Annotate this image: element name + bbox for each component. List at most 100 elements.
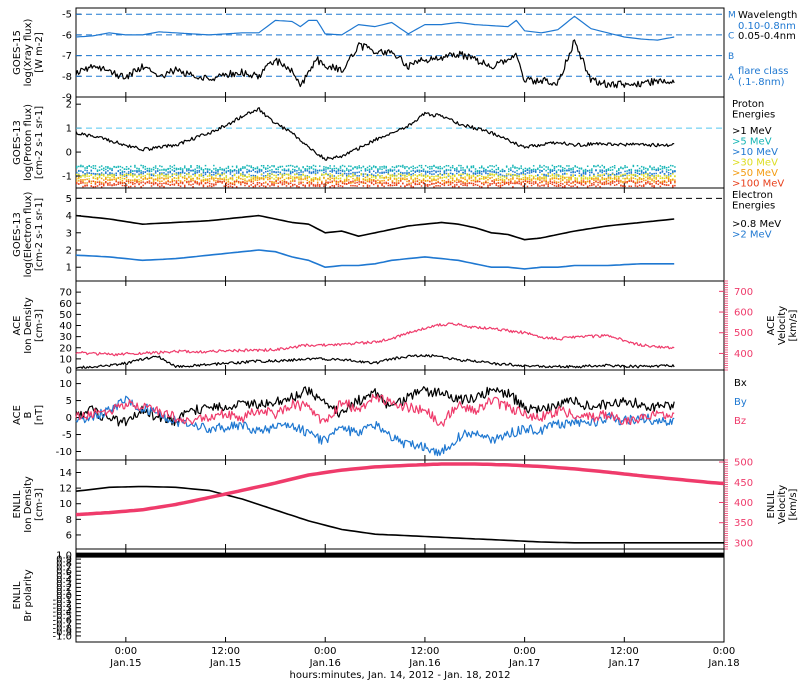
proton-dot — [277, 179, 279, 181]
proton-dot — [580, 173, 583, 176]
proton-dot — [132, 170, 134, 173]
proton-dot — [175, 167, 178, 170]
proton-dot — [265, 181, 267, 183]
proton-dot — [487, 170, 489, 172]
proton-dot — [458, 179, 460, 181]
proton-dot — [192, 169, 194, 172]
proton-dot — [262, 175, 265, 177]
proton-dot — [599, 182, 601, 184]
proton-dot — [503, 183, 506, 186]
proton-dot — [350, 165, 352, 168]
proton-dot — [466, 174, 468, 177]
proton-dot — [341, 173, 344, 175]
proton-dot — [539, 179, 541, 182]
proton-dot — [119, 173, 122, 175]
proton-dot — [402, 172, 404, 174]
proton-dot — [595, 185, 597, 188]
proton-dot — [337, 185, 340, 187]
proton-dot — [352, 173, 354, 175]
proton-dot — [258, 177, 261, 179]
proton-dot — [109, 177, 111, 179]
proton-dot — [420, 170, 423, 172]
proton-dot — [476, 179, 479, 182]
proton-dot — [562, 183, 564, 185]
proton-dot — [292, 168, 294, 171]
proton-dot — [537, 183, 539, 185]
proton-dot — [582, 170, 585, 172]
proton-dot — [406, 175, 408, 178]
proton-dot — [437, 166, 439, 168]
proton-dot — [624, 173, 626, 175]
proton-dot — [184, 185, 186, 188]
proton-dot — [495, 173, 498, 176]
proton-dot — [622, 181, 624, 184]
flare-class-label: A — [728, 73, 735, 83]
proton-dot — [215, 174, 217, 177]
proton-dot — [190, 165, 192, 167]
proton-dot — [319, 178, 321, 180]
proton-dot — [522, 178, 525, 181]
proton-dot — [76, 182, 78, 184]
proton-dot — [327, 166, 329, 169]
proton-dot — [337, 177, 340, 180]
proton-dot — [256, 177, 259, 179]
proton-dot — [591, 171, 593, 174]
x-axis-title: hours:minutes, Jan. 14, 2012 - Jan. 18, … — [290, 670, 511, 680]
proton-dot — [130, 185, 132, 188]
proton-dot — [493, 175, 495, 177]
proton-dot — [225, 182, 228, 185]
proton-dot — [343, 183, 346, 185]
right-axis-label-line: Velocity — [777, 306, 788, 345]
proton-dot — [171, 178, 174, 180]
proton-dot — [489, 173, 491, 175]
y-tick-label: 0.5 — [56, 571, 72, 582]
proton-dot — [456, 177, 458, 179]
proton-dot — [460, 173, 462, 175]
proton-dot — [429, 172, 431, 175]
proton-dot — [412, 180, 414, 182]
proton-dot — [352, 167, 354, 169]
proton-dot — [489, 169, 491, 172]
proton-dot — [659, 182, 662, 184]
proton-dot — [94, 167, 97, 170]
proton-dot — [613, 176, 616, 179]
proton-dot — [466, 183, 468, 185]
proton-dot — [404, 167, 406, 170]
proton-dot — [397, 170, 400, 172]
proton-dot — [566, 169, 568, 171]
proton-dot — [292, 171, 294, 174]
proton-dot — [140, 180, 142, 182]
proton-dot — [190, 184, 192, 186]
proton-dot — [381, 168, 383, 171]
proton-dot — [559, 170, 562, 173]
proton-dot — [524, 175, 527, 177]
proton-dot — [447, 174, 450, 177]
proton-dot — [443, 166, 446, 168]
proton-dot — [607, 175, 610, 177]
proton-dot — [657, 167, 660, 169]
proton-dot — [659, 171, 662, 174]
proton-dot — [364, 176, 367, 179]
proton-dot — [478, 180, 481, 183]
proton-dot — [427, 174, 429, 177]
proton-dot — [609, 177, 612, 179]
proton-dot — [559, 180, 562, 182]
proton-dot — [609, 169, 612, 172]
proton-dot — [267, 174, 269, 177]
proton-dot — [127, 171, 130, 173]
proton-dot — [242, 175, 244, 178]
proton-dot — [670, 180, 672, 182]
proton-dot — [649, 166, 651, 168]
proton-dot — [254, 167, 257, 170]
proton-dot — [420, 164, 423, 167]
proton-dot — [78, 180, 80, 182]
proton-dot — [173, 173, 176, 175]
proton-dot — [173, 179, 176, 182]
proton-dot — [325, 168, 327, 170]
proton-dot — [235, 176, 238, 179]
proton-dot — [640, 172, 643, 174]
proton-dot — [514, 181, 516, 184]
proton-dot — [144, 177, 147, 180]
proton-dot — [146, 167, 149, 170]
proton-dot — [626, 170, 628, 172]
